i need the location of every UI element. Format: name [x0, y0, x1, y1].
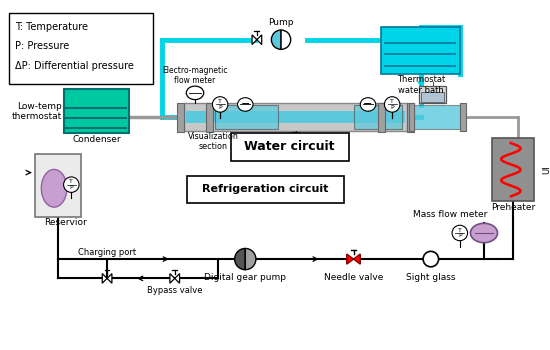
Text: Water circuit: Water circuit — [245, 140, 335, 153]
Polygon shape — [170, 274, 175, 283]
FancyBboxPatch shape — [231, 133, 349, 161]
Wedge shape — [271, 30, 281, 49]
Text: Condenser: Condenser — [72, 135, 121, 145]
Polygon shape — [354, 254, 360, 264]
Text: −: − — [364, 99, 373, 110]
Text: T: T — [390, 99, 394, 104]
Ellipse shape — [41, 169, 67, 207]
Ellipse shape — [470, 223, 498, 243]
Text: Electro-magnetic
flow meter: Electro-magnetic flow meter — [162, 66, 228, 85]
Bar — [35, 154, 81, 217]
Text: Preheater: Preheater — [491, 203, 535, 212]
Text: P: P — [390, 105, 394, 110]
Text: −: − — [240, 99, 250, 110]
Polygon shape — [252, 35, 257, 44]
Text: P: P — [218, 105, 222, 110]
Polygon shape — [102, 274, 107, 283]
Text: Bypass valve: Bypass valve — [147, 286, 202, 295]
Circle shape — [423, 251, 438, 267]
Bar — [177, 103, 184, 132]
Bar — [206, 103, 213, 132]
Ellipse shape — [186, 86, 204, 100]
Bar — [186, 111, 405, 123]
Text: Digital gear pump: Digital gear pump — [204, 273, 287, 282]
Bar — [414, 105, 460, 128]
Text: P: Pressure: P: Pressure — [15, 41, 69, 51]
Text: P: P — [458, 233, 461, 238]
Bar — [64, 89, 129, 133]
Text: ΔP: ΔP — [289, 136, 302, 146]
Polygon shape — [107, 274, 112, 283]
Text: Low-temp
thermostat: Low-temp thermostat — [12, 102, 62, 121]
Bar — [421, 92, 444, 101]
Wedge shape — [235, 248, 245, 270]
Text: Refrigeration circuit: Refrigeration circuit — [202, 184, 329, 195]
FancyBboxPatch shape — [8, 13, 153, 84]
Wedge shape — [245, 248, 256, 270]
Polygon shape — [175, 274, 179, 283]
Bar — [460, 104, 466, 131]
Text: T: T — [69, 179, 73, 184]
FancyBboxPatch shape — [188, 176, 344, 203]
Wedge shape — [281, 30, 291, 49]
Text: Thermostat
water bath: Thermostat water bath — [397, 76, 446, 95]
Text: Needle valve: Needle valve — [324, 273, 383, 282]
Text: T: T — [218, 99, 222, 104]
Ellipse shape — [360, 98, 376, 111]
Text: Visualization
section: Visualization section — [188, 132, 239, 151]
Bar — [354, 105, 402, 128]
Circle shape — [212, 97, 228, 112]
Ellipse shape — [283, 133, 308, 150]
Text: Reservior: Reservior — [44, 218, 87, 228]
Bar — [406, 103, 414, 132]
Text: ΔP: Differential pressure: ΔP: Differential pressure — [15, 61, 134, 71]
Bar — [381, 27, 460, 74]
Circle shape — [452, 225, 468, 241]
Bar — [492, 138, 534, 201]
Text: P: P — [69, 185, 73, 190]
Circle shape — [384, 97, 400, 112]
Text: T: Temperature: T: Temperature — [15, 22, 88, 32]
Text: Charging port: Charging port — [78, 248, 136, 257]
Bar — [215, 105, 278, 128]
Circle shape — [64, 177, 79, 192]
Text: T: T — [458, 228, 462, 232]
Bar — [419, 86, 446, 104]
Bar — [184, 104, 406, 131]
Bar — [409, 104, 414, 131]
Text: UI: UI — [542, 165, 550, 174]
Text: Sight glass: Sight glass — [406, 273, 455, 282]
Polygon shape — [257, 35, 262, 44]
Bar — [378, 103, 386, 132]
Ellipse shape — [238, 98, 253, 111]
Text: Mass flow meter: Mass flow meter — [413, 210, 487, 219]
Polygon shape — [346, 254, 354, 264]
Text: Pump: Pump — [268, 18, 294, 27]
